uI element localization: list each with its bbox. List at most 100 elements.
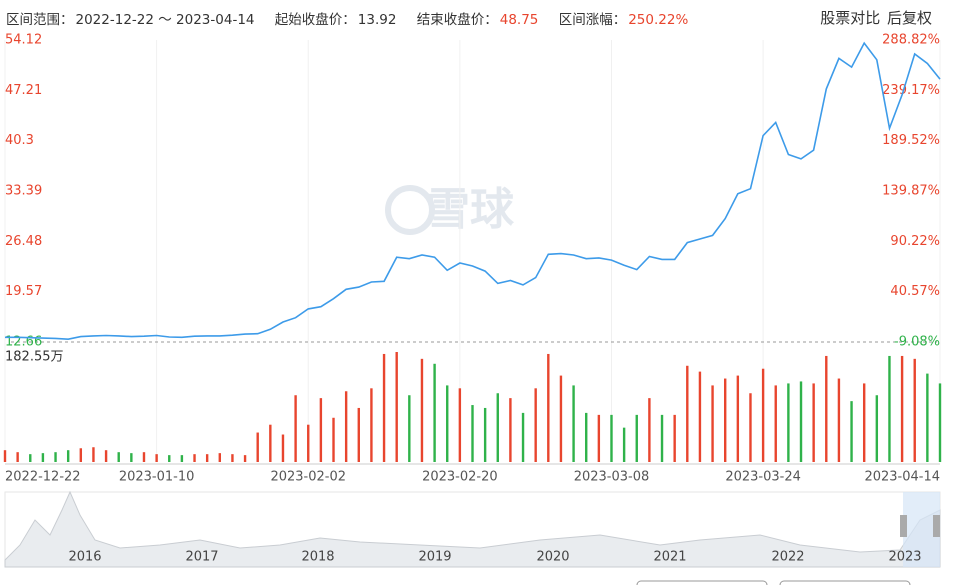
volume-bar bbox=[913, 358, 916, 462]
volume-bar bbox=[370, 388, 373, 462]
volume-bar bbox=[686, 365, 689, 462]
volume-bar bbox=[344, 391, 348, 462]
header: 区间范围： 2022-12-22 ～ 2023-04-14 起始收盘价： 13.92… bbox=[6, 8, 936, 28]
x-tick-label: 2023-02-20 bbox=[422, 470, 498, 485]
volume-bar bbox=[41, 453, 45, 462]
volume-bar bbox=[130, 453, 133, 462]
volume-bar bbox=[622, 427, 626, 462]
volume-bar bbox=[521, 412, 525, 462]
y-tick-label: 19.57 bbox=[5, 284, 42, 299]
volume-bar bbox=[256, 432, 259, 462]
volume-bar bbox=[875, 395, 879, 462]
x-tick-label: 2023-03-24 bbox=[725, 470, 801, 485]
volume-bar bbox=[938, 383, 942, 462]
navigator-label: 2021 bbox=[653, 550, 686, 565]
adjust-button[interactable]: 后复权 bbox=[886, 9, 932, 27]
volume-bar bbox=[635, 414, 638, 462]
navigator-handle[interactable] bbox=[900, 515, 907, 537]
label: 结束收盘价： bbox=[416, 12, 498, 28]
volume-bar bbox=[761, 368, 765, 462]
navigator-label: 2018 bbox=[301, 550, 334, 565]
volume-bar bbox=[610, 414, 613, 462]
volume-bar bbox=[471, 405, 474, 462]
volume-bar bbox=[673, 414, 676, 462]
label: 区间涨幅： bbox=[558, 12, 627, 28]
watermark-logo bbox=[385, 185, 435, 235]
y2-tick-label: 288.82% bbox=[882, 33, 940, 48]
volume-bar bbox=[900, 355, 904, 462]
start-price: 13.92 bbox=[357, 12, 397, 28]
volume-bar bbox=[29, 454, 32, 462]
x-tick-label: 2022-12-22 bbox=[5, 470, 81, 485]
watermark: 雪球 bbox=[426, 184, 515, 235]
volume-bar bbox=[3, 450, 7, 462]
x-tick-label: 2023-04-14 bbox=[864, 470, 940, 485]
volume-bar bbox=[660, 414, 664, 462]
volume-bar bbox=[16, 452, 19, 462]
y2-tick-label: 189.52% bbox=[882, 133, 940, 148]
label: 区间范围： bbox=[6, 12, 74, 28]
volume-bar bbox=[294, 395, 297, 462]
volume-bar bbox=[433, 363, 436, 462]
volume-bar bbox=[104, 450, 108, 462]
volume-bar bbox=[168, 455, 171, 462]
volume-bar bbox=[496, 393, 499, 462]
y-tick-label: 40.3 bbox=[5, 133, 34, 148]
volume-bar bbox=[711, 385, 714, 462]
volume-bar bbox=[205, 454, 209, 462]
volume-bar bbox=[357, 407, 360, 462]
y2-tick-label: -9.08% bbox=[894, 335, 940, 350]
volume-bar bbox=[117, 452, 120, 462]
button[interactable] bbox=[779, 580, 911, 585]
navigator-label: 2022 bbox=[771, 550, 804, 565]
volume-bar bbox=[180, 455, 184, 462]
volume-bar bbox=[509, 398, 512, 462]
volume-bar bbox=[307, 424, 310, 462]
volume-bar bbox=[850, 401, 853, 462]
button[interactable] bbox=[636, 580, 768, 585]
price-line bbox=[5, 41, 941, 341]
volume-bar bbox=[243, 455, 247, 462]
volume-bar bbox=[420, 358, 424, 462]
navigator-label: 2019 bbox=[418, 550, 451, 565]
volume-bar bbox=[269, 424, 272, 462]
y2-tick-label: 139.87% bbox=[882, 184, 940, 199]
volume-bar bbox=[92, 447, 95, 462]
volume-bar bbox=[193, 454, 196, 462]
end-price: 48.75 bbox=[499, 12, 539, 28]
volume-tick-label: 182.55万 bbox=[5, 350, 64, 365]
volume-bar bbox=[597, 414, 601, 462]
volume-bar bbox=[648, 398, 651, 462]
volume-bar bbox=[281, 434, 285, 462]
volume-bar bbox=[724, 378, 727, 462]
volume-bar bbox=[888, 355, 891, 462]
compare-button[interactable]: 股票对比 bbox=[820, 9, 881, 27]
volume-bar bbox=[799, 381, 803, 462]
x-tick-label: 2023-01-10 bbox=[119, 470, 195, 485]
volume-bar bbox=[408, 395, 411, 462]
volume-bar bbox=[837, 378, 841, 462]
y-tick-label: 33.39 bbox=[5, 184, 42, 199]
volume-bar bbox=[155, 454, 158, 462]
volume-bar bbox=[736, 375, 740, 462]
volume-bar bbox=[698, 371, 702, 462]
x-tick-label: 2023-03-08 bbox=[574, 470, 650, 485]
volume-bar bbox=[825, 355, 828, 462]
y2-tick-label: 239.17% bbox=[882, 83, 940, 98]
y-tick-label: 54.12 bbox=[5, 33, 42, 48]
volume-bar bbox=[787, 383, 790, 462]
y-tick-label: 26.48 bbox=[5, 234, 42, 249]
volume-bar bbox=[142, 452, 146, 462]
x-tick-label: 2023-02-02 bbox=[270, 470, 346, 485]
volume-bar bbox=[395, 352, 398, 462]
volume-bar bbox=[483, 407, 487, 462]
volume-bar bbox=[774, 385, 777, 462]
y2-tick-label: 40.57% bbox=[890, 284, 940, 299]
y-tick-label: 47.21 bbox=[5, 83, 42, 98]
navigator-handle[interactable] bbox=[933, 515, 940, 537]
volume-bar bbox=[862, 383, 866, 462]
volume-bar bbox=[926, 373, 929, 462]
volume-bar bbox=[534, 388, 537, 462]
